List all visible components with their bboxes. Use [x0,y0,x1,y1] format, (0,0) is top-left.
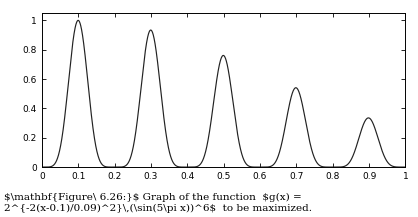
Text: $\mathbf{Figure\ 6.26:}$ Graph of the function  $g(x) = 2^{-2(x-0.1)/0.09)^2}\,(: $\mathbf{Figure\ 6.26:}$ Graph of the fu… [4,193,312,213]
